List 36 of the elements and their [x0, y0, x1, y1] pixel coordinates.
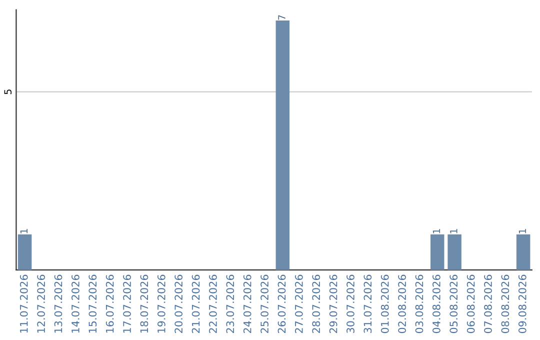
x-tick-label: 01.08.2026	[380, 274, 389, 334]
x-tick-label: 20.07.2026	[174, 274, 183, 334]
x-tick-label: 06.08.2026	[466, 274, 475, 334]
x-tick-label: 28.07.2026	[312, 274, 320, 334]
data-label: 1	[518, 229, 526, 234]
x-tick-label: 07.08.2026	[484, 274, 492, 334]
x-tick-label: 13.07.2026	[54, 274, 62, 333]
x-tick-label: 15.07.2026	[88, 274, 97, 333]
x-tick-label: 29.07.2026	[329, 274, 338, 334]
x-tick-label: 23.07.2026	[226, 274, 234, 334]
x-tick-label: 27.07.2026	[294, 274, 303, 334]
x-tick-label: 22.07.2026	[209, 274, 217, 334]
x-tick-label: 08.08.2026	[501, 274, 510, 334]
data-label: 1	[450, 229, 458, 234]
x-tick-label: 09.08.2026	[518, 274, 526, 334]
x-tick-label: 24.07.2026	[243, 274, 252, 334]
x-tick-label: 17.07.2026	[123, 274, 131, 333]
x-tick-label: 26.07.2026	[278, 274, 286, 334]
x-tick-label: 18.07.2026	[140, 274, 148, 333]
x-tick-label: 05.08.2026	[450, 274, 458, 334]
data-label: 1	[20, 229, 28, 234]
x-tick-label: 04.08.2026	[432, 274, 440, 334]
x-tick-label: 14.07.2026	[72, 274, 80, 333]
x-tick-label: 30.07.2026	[346, 274, 354, 333]
x-tick-label: 02.08.2026	[398, 274, 406, 334]
x-tick-label: 11.07.2026	[20, 274, 28, 333]
data-label: 7	[278, 15, 286, 20]
x-tick-label: 16.07.2026	[106, 274, 114, 333]
x-tick-label: 21.07.2026	[192, 274, 200, 334]
x-tick-label: 03.08.2026	[415, 274, 424, 334]
x-tick-label: 12.07.2026	[37, 274, 46, 333]
x-tick-label: 19.07.2026	[157, 274, 166, 333]
data-label: 1	[432, 229, 440, 234]
x-tick-label: 25.07.2026	[260, 274, 268, 334]
x-tick-label: 31.07.2026	[364, 274, 372, 333]
y-tick-label: 5	[4, 90, 12, 94]
